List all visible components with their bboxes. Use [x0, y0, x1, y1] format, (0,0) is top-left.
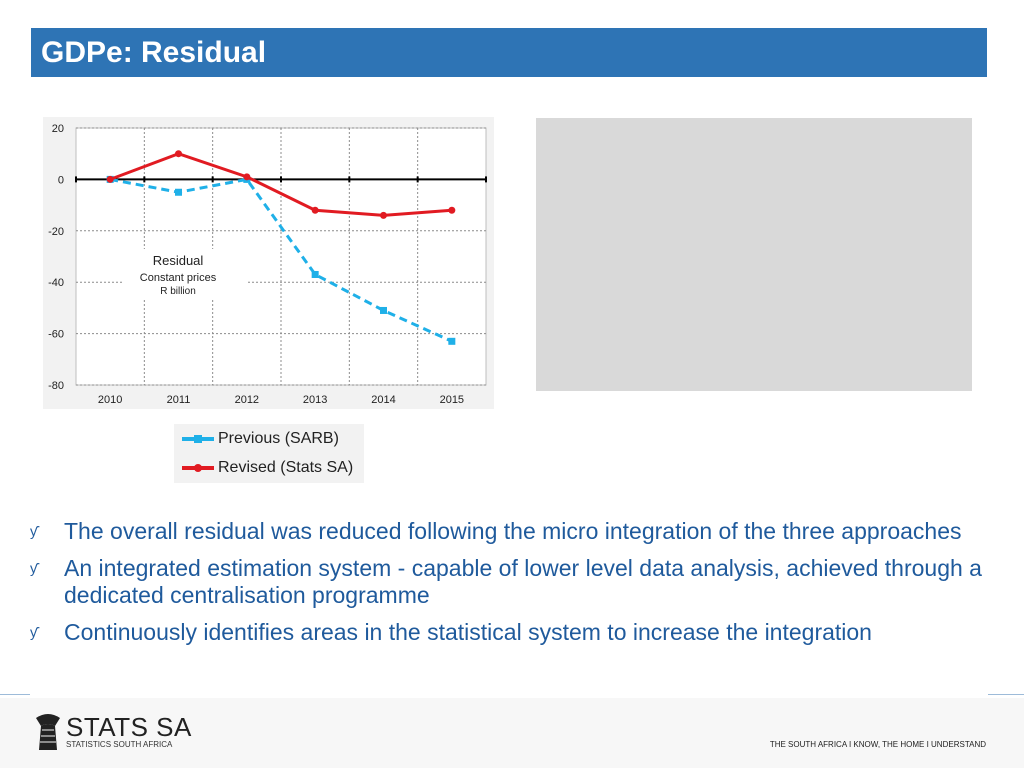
data-point-previous — [311, 270, 319, 278]
data-point-revised — [106, 175, 114, 183]
bullet-item: ƴ Continuously identifies areas in the s… — [30, 619, 990, 646]
bullet-text: Continuously identifies areas in the sta… — [64, 619, 872, 645]
stats-sa-logo: STATS SA STATISTICS SOUTH AFRICA — [33, 712, 191, 752]
y-tick-label: -20 — [48, 226, 64, 238]
series-line-revised — [109, 152, 452, 217]
x-tick-label: 2014 — [371, 394, 395, 406]
bullet-item: ƴ The overall residual was reduced follo… — [30, 518, 990, 545]
legend-marker-previous — [182, 435, 214, 443]
chart-panel: 20 0 -20 -40 -60 -80 2010 2011 2012 2013 2014 2015 R… — [43, 117, 494, 409]
x-tick-label: 2015 — [440, 394, 464, 406]
bullet-icon: ƴ — [30, 523, 37, 539]
annotation-line3: R billion — [160, 286, 196, 297]
data-point-revised — [243, 173, 251, 181]
bullet-icon: ƴ — [30, 624, 37, 640]
data-point-revised — [380, 211, 387, 219]
bullet-list: ƴ The overall residual was reduced follo… — [30, 518, 990, 656]
x-tick-label: 2010 — [98, 394, 122, 406]
series-line-previous — [109, 177, 453, 343]
x-tick-label: 2011 — [167, 394, 191, 406]
page-title: GDPe: Residual — [41, 36, 267, 69]
data-point-revised — [175, 150, 182, 158]
bullet-icon: ƴ — [30, 560, 37, 576]
basket-logo-icon — [36, 714, 60, 750]
logo-subtitle: STATISTICS SOUTH AFRICA — [66, 740, 173, 749]
data-point-revised — [311, 206, 319, 214]
legend-label-previous: Previous (SARB) — [218, 430, 339, 447]
data-point-previous — [175, 188, 182, 196]
annotation-line2: Constant prices — [140, 272, 217, 284]
title-bar: GDPe: Residual — [31, 28, 987, 77]
y-tick-label: -40 — [48, 277, 64, 289]
y-tick-label: 0 — [58, 174, 64, 186]
x-tick-label: 2013 — [303, 394, 327, 406]
line-chart: 20 0 -20 -40 -60 -80 2010 2011 2012 2013 2014 2015 R… — [48, 123, 487, 406]
annotation-box — [123, 249, 248, 299]
data-point-revised — [448, 206, 456, 214]
data-point-previous — [448, 337, 456, 345]
footer-divider-right — [988, 694, 1024, 695]
x-tick-label: 2012 — [235, 394, 259, 406]
data-point-previous — [380, 306, 387, 314]
bullet-text: The overall residual was reduced followi… — [64, 518, 962, 544]
footer-divider-left — [0, 694, 30, 695]
annotation-line1: Residual — [153, 253, 204, 268]
image-placeholder — [536, 118, 972, 391]
footer-tagline: THE SOUTH AFRICA I KNOW, THE HOME I UNDE… — [769, 740, 986, 749]
chart-legend: Previous (SARB) Revised (Stats SA) — [174, 424, 364, 483]
y-tick-label: 20 — [52, 123, 64, 135]
legend-marker-revised — [182, 464, 214, 472]
footer: STATS SA STATISTICS SOUTH AFRICA THE SOU… — [0, 698, 1024, 768]
y-tick-label: -60 — [48, 329, 64, 341]
y-tick-label: -80 — [48, 380, 64, 392]
bullet-item: ƴ An integrated estimation system - capa… — [30, 555, 990, 609]
bullet-text: An integrated estimation system - capabl… — [64, 555, 982, 608]
logo-name: STATS SA — [66, 712, 192, 742]
legend-label-revised: Revised (Stats SA) — [218, 459, 354, 476]
